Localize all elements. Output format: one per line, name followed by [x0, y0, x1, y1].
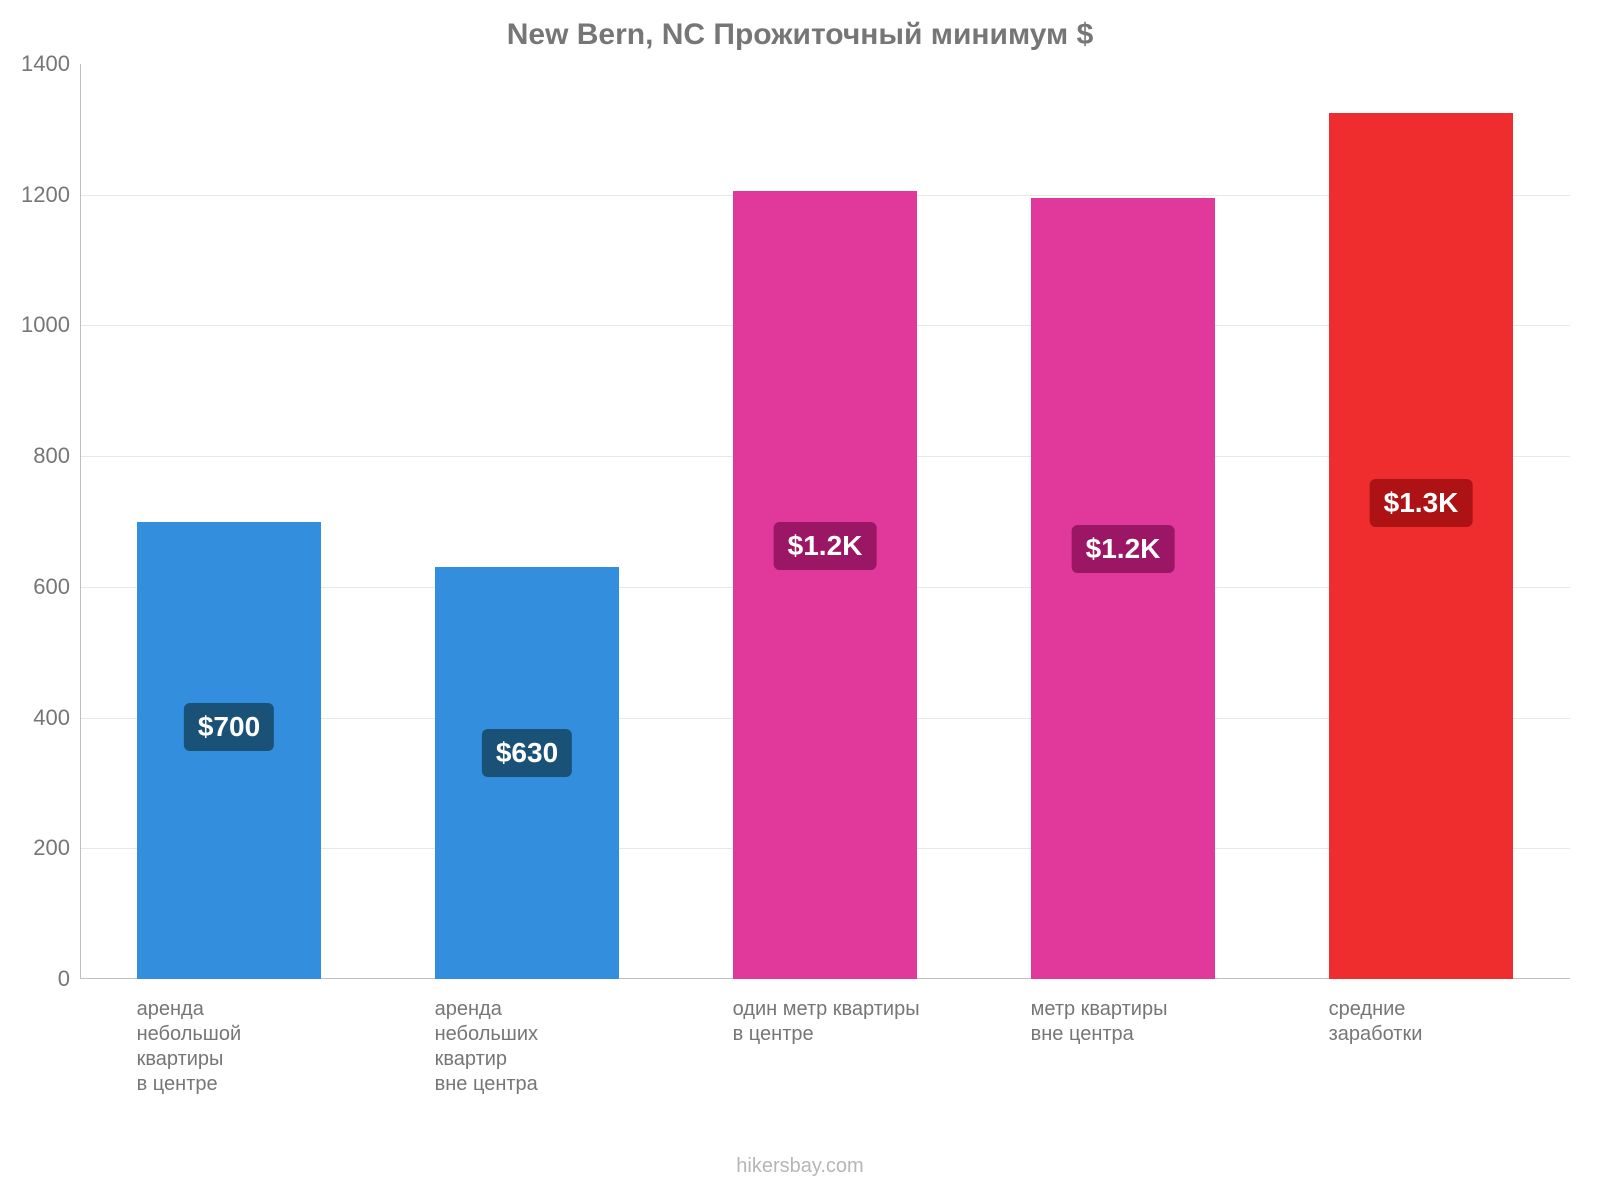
- x-category-label: аренда небольших квартир вне центра: [435, 997, 733, 1097]
- y-tick-label: 600: [0, 574, 70, 600]
- bar-value-label: $1.3K: [1370, 479, 1473, 527]
- chart-container: New Bern, NC Прожиточный минимум $ 02004…: [0, 0, 1600, 1200]
- bar: [1329, 113, 1514, 979]
- y-tick-label: 1200: [0, 182, 70, 208]
- x-category-label: метр квартиры вне центра: [1031, 997, 1329, 1047]
- bar-value-label: $700: [184, 703, 274, 751]
- y-tick-label: 0: [0, 966, 70, 992]
- y-tick-label: 1000: [0, 312, 70, 338]
- y-tick-label: 800: [0, 443, 70, 469]
- bar-value-label: $1.2K: [774, 522, 877, 570]
- y-tick-label: 200: [0, 835, 70, 861]
- bar: [1031, 198, 1216, 979]
- bar-value-label: $1.2K: [1072, 525, 1175, 573]
- x-category-label: один метр квартиры в центре: [733, 997, 1031, 1047]
- x-category-label: средние заработки: [1329, 997, 1600, 1047]
- x-category-label: аренда небольшой квартиры в центре: [137, 997, 435, 1097]
- chart-title: New Bern, NC Прожиточный минимум $: [0, 18, 1600, 52]
- attribution-text: hikersbay.com: [0, 1155, 1600, 1178]
- bar-value-label: $630: [482, 729, 572, 777]
- y-tick-label: 1400: [0, 51, 70, 77]
- plot-area: 0200400600800100012001400$700аренда небо…: [80, 64, 1570, 979]
- y-tick-label: 400: [0, 705, 70, 731]
- bar: [733, 191, 918, 979]
- y-axis-line: [80, 64, 81, 979]
